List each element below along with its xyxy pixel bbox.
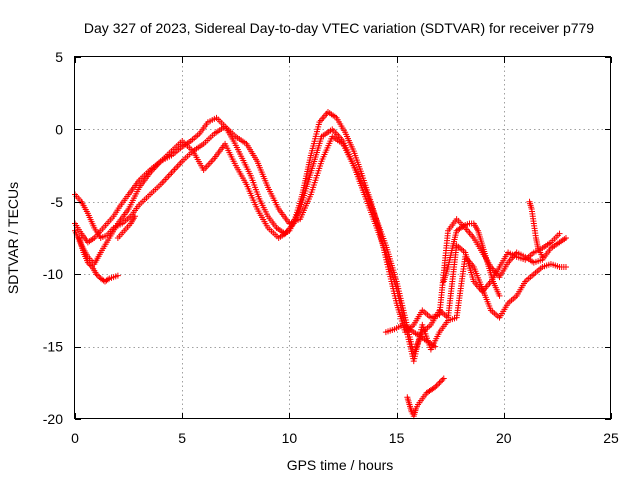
data-point [432, 384, 439, 391]
data-point [87, 262, 94, 269]
data-point [562, 263, 569, 270]
series-track-7 [440, 220, 503, 299]
data-point [104, 276, 111, 283]
y-tick-label: -10 [43, 266, 63, 282]
data-points [72, 109, 569, 420]
data-point [114, 272, 121, 279]
x-tick-label: 5 [178, 430, 186, 446]
data-point [440, 375, 447, 382]
data-point [86, 261, 93, 268]
data-point [432, 343, 439, 350]
x-tick-label: 0 [71, 430, 79, 446]
y-tick-label: -5 [51, 194, 64, 210]
y-tick-label: 0 [55, 121, 63, 137]
chart-title: Day 327 of 2023, Sidereal Day-to-day VTE… [84, 20, 594, 36]
series-track-5 [404, 375, 447, 420]
series-track-1 [72, 109, 569, 336]
data-point [94, 272, 101, 279]
x-tick-label: 10 [282, 430, 298, 446]
data-point [460, 222, 467, 229]
series-track-4 [76, 235, 121, 285]
data-point [439, 376, 446, 383]
x-tick-label: 15 [389, 430, 405, 446]
data-point [433, 382, 440, 389]
series-track-8 [526, 198, 546, 260]
data-point [539, 253, 546, 260]
plot-frame [74, 56, 611, 419]
axis-ticks: 0 5 10 15 20 25 5 0 -5 -10 -15 -20 [43, 49, 619, 446]
data-point [132, 213, 139, 220]
x-tick-label: 25 [603, 430, 619, 446]
data-point [435, 381, 442, 388]
y-axis-label: SDTVAR / TECUs [5, 182, 21, 294]
y-tick-label: -15 [43, 339, 63, 355]
x-axis-label: GPS time / hours [287, 457, 394, 473]
data-point [84, 259, 91, 266]
y-tick-label: 5 [55, 49, 63, 65]
data-point [437, 378, 444, 385]
data-point [93, 271, 100, 278]
data-point [496, 292, 503, 299]
data-point [556, 230, 563, 237]
series-track-9 [114, 213, 139, 241]
series-track-6 [382, 321, 439, 350]
data-point [562, 235, 569, 241]
x-tick-label: 20 [496, 430, 512, 446]
grid-lines [75, 57, 611, 419]
series-track-3 [72, 123, 563, 357]
y-tick-label: -20 [43, 411, 63, 427]
data-point [436, 379, 443, 386]
